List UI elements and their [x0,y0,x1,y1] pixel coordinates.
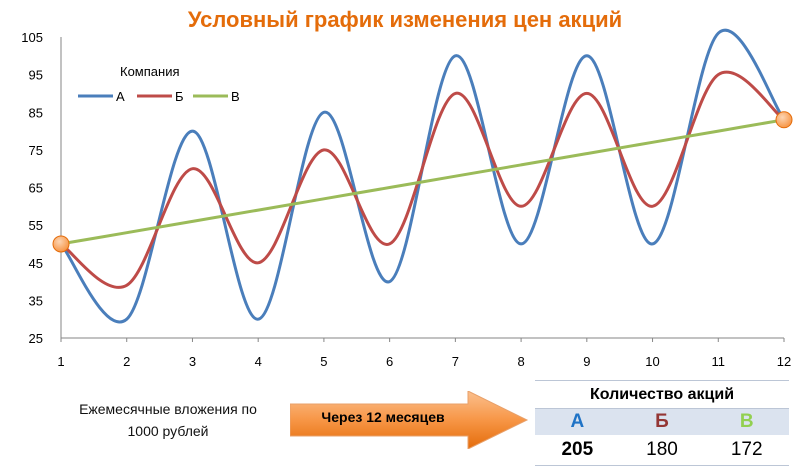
chart-title: Условный график изменения цен акций [188,7,622,32]
x-tick-label: 11 [712,354,726,369]
legend-label: А [116,89,125,104]
highlight-point [52,235,70,253]
y-tick-label: 105 [21,30,43,45]
legend-title: Компания [120,64,180,79]
series-lines [59,28,786,324]
y-tick-label: 75 [29,143,43,158]
shares-table-title: Количество акций [535,380,789,409]
x-tick-label: 4 [255,354,262,369]
y-tick-label: 45 [29,256,43,271]
x-tick-label: 7 [452,354,459,369]
highlight-points [52,111,793,253]
shares-table: Количество акций А Б В 205 180 172 [535,380,789,466]
caption-line-2: 1000 рублей [127,423,209,439]
x-tick-label: 1 [57,354,64,369]
x-tick-label: 5 [320,354,327,369]
shares-header-row: А Б В [535,409,789,435]
x-tick-label: 2 [123,354,130,369]
x-tick-label: 6 [386,354,393,369]
shares-values-row: 205 180 172 [535,435,789,466]
x-tick-label: 12 [777,354,791,369]
company-v-count: 172 [730,439,763,460]
y-tick-label: 65 [29,181,43,196]
series-line-1 [59,28,786,324]
x-tick-label: 3 [189,354,196,369]
arrow-label: Через 12 месяцев [321,409,445,425]
series-line-3 [59,118,786,246]
y-tick-label: 55 [29,218,43,233]
company-a-count: 205 [561,439,594,460]
legend-label: В [231,89,240,104]
stock-price-chart: Условный график изменения цен акций 2535… [21,7,793,369]
y-tick-label: 95 [29,68,43,83]
company-v-header: В [739,411,754,432]
y-tick-label: 85 [29,105,43,120]
company-b-count: 180 [646,439,678,460]
company-b-header: Б [655,411,669,432]
axes [60,37,784,339]
legend-label: Б [175,89,184,104]
y-axis-ticks: 25 35 45 55 65 75 85 95 105 [21,30,43,346]
legend: Компания А Б В [78,64,240,104]
y-tick-label: 35 [29,293,43,308]
highlight-point [775,111,793,129]
x-tick-label: 9 [583,354,590,369]
x-tick-label: 8 [517,354,524,369]
y-tick-label: 25 [29,331,43,346]
arrow-shape [290,391,529,449]
company-a-header: А [570,411,585,432]
x-tick-label: 10 [645,354,659,369]
investment-caption: Ежемесячные вложения по 1000 рублей [48,398,288,442]
series-line-2 [59,70,786,289]
caption-line-1: Ежемесячные вложения по [79,401,257,417]
x-axis-ticks: 1 2 3 4 5 6 7 8 9 10 11 12 [57,338,791,369]
